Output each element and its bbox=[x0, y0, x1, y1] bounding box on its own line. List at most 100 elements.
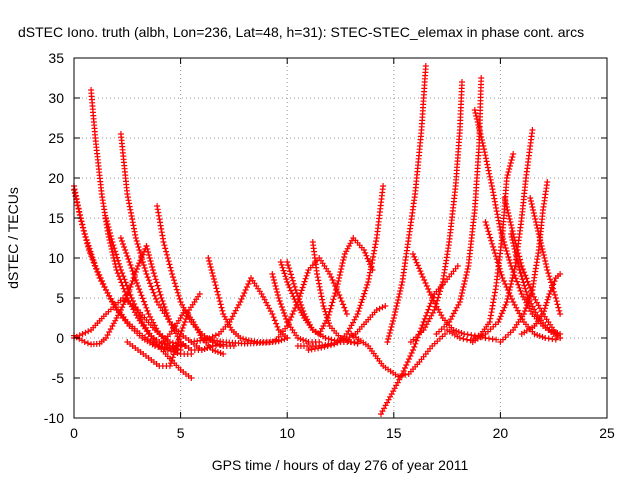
data-point bbox=[553, 329, 555, 331]
data-point bbox=[184, 309, 186, 311]
data-point bbox=[207, 257, 209, 259]
data-point bbox=[531, 129, 533, 131]
data-point bbox=[126, 341, 128, 343]
data-point bbox=[484, 333, 487, 335]
data-point bbox=[354, 333, 357, 335]
data-point bbox=[137, 317, 139, 319]
data-point bbox=[512, 153, 514, 155]
data-point bbox=[188, 309, 190, 311]
data-point bbox=[248, 339, 250, 341]
data-point bbox=[303, 317, 305, 319]
data-point bbox=[94, 265, 96, 267]
data-point bbox=[420, 129, 423, 131]
data-point bbox=[455, 185, 457, 187]
data-point bbox=[286, 325, 288, 327]
data-point bbox=[141, 321, 143, 323]
data-point bbox=[243, 343, 246, 345]
series-arc bbox=[433, 75, 485, 337]
series-arc bbox=[71, 295, 188, 349]
data-point bbox=[442, 281, 444, 283]
data-point bbox=[152, 269, 154, 271]
data-point bbox=[137, 265, 139, 267]
data-point bbox=[531, 289, 533, 291]
data-point bbox=[555, 339, 557, 341]
data-point bbox=[261, 293, 263, 295]
data-point bbox=[156, 301, 158, 303]
data-point bbox=[467, 265, 470, 267]
data-point bbox=[265, 342, 267, 344]
chart-title: dSTEC Iono. truth (albh, Lon=236, Lat=48… bbox=[18, 24, 584, 40]
data-point bbox=[120, 237, 122, 239]
data-point bbox=[180, 349, 182, 351]
data-point bbox=[98, 343, 101, 345]
data-point bbox=[559, 313, 561, 315]
data-point bbox=[135, 237, 137, 239]
data-point bbox=[275, 339, 278, 341]
data-point bbox=[469, 339, 472, 341]
series-arc bbox=[497, 179, 551, 345]
data-point bbox=[365, 321, 367, 323]
data-point bbox=[312, 241, 314, 243]
data-point bbox=[350, 333, 352, 335]
y-tick-label: 35 bbox=[48, 50, 64, 66]
data-point bbox=[546, 181, 548, 183]
data-point bbox=[559, 333, 561, 335]
data-point bbox=[222, 353, 224, 355]
data-point bbox=[211, 349, 214, 351]
x-axis-label: GPS time / hours of day 276 of year 2011 bbox=[212, 457, 469, 473]
data-point bbox=[559, 337, 561, 339]
data-point bbox=[367, 281, 369, 283]
data-point bbox=[169, 321, 171, 323]
data-point bbox=[145, 245, 148, 247]
data-point bbox=[555, 297, 557, 299]
data-point bbox=[214, 281, 216, 283]
data-point bbox=[192, 321, 194, 323]
data-point bbox=[120, 309, 122, 311]
x-tick-labels: 0 5 10 15 20 25 bbox=[70, 425, 615, 441]
data-point bbox=[521, 333, 523, 335]
data-point bbox=[271, 273, 273, 275]
data-point bbox=[137, 309, 139, 311]
series-markers bbox=[71, 183, 180, 353]
data-point bbox=[459, 129, 461, 131]
series-markers bbox=[117, 131, 216, 353]
data-point bbox=[120, 133, 122, 135]
series-markers bbox=[378, 263, 461, 417]
data-point bbox=[495, 339, 497, 341]
data-point bbox=[444, 333, 446, 335]
data-point bbox=[297, 345, 299, 347]
data-point bbox=[420, 273, 423, 275]
data-point bbox=[542, 313, 544, 315]
data-point bbox=[531, 313, 533, 315]
data-point bbox=[128, 325, 131, 327]
data-point bbox=[180, 317, 182, 319]
data-point bbox=[307, 349, 310, 351]
y-tick-label: 30 bbox=[48, 90, 64, 106]
data-point bbox=[512, 301, 514, 303]
data-point bbox=[154, 341, 156, 343]
data-point bbox=[412, 349, 414, 351]
data-point bbox=[190, 353, 192, 355]
data-point bbox=[367, 345, 369, 347]
data-point bbox=[484, 337, 487, 339]
data-point bbox=[448, 241, 450, 243]
data-point bbox=[229, 321, 231, 323]
data-point bbox=[425, 65, 427, 67]
data-point bbox=[316, 273, 318, 275]
data-point bbox=[90, 329, 92, 331]
data-point bbox=[435, 333, 438, 335]
series-arc bbox=[124, 291, 203, 369]
data-point bbox=[450, 273, 452, 275]
data-point bbox=[120, 269, 122, 271]
data-point bbox=[491, 185, 493, 187]
data-point bbox=[111, 325, 113, 327]
data-point bbox=[271, 313, 273, 315]
data-point bbox=[339, 297, 342, 299]
data-point bbox=[459, 337, 461, 339]
data-point bbox=[167, 349, 169, 351]
data-point bbox=[555, 277, 557, 279]
data-point bbox=[335, 289, 337, 291]
data-point bbox=[318, 257, 320, 259]
data-point bbox=[128, 261, 131, 263]
y-axis-label: dSTEC / TECUs bbox=[5, 187, 21, 289]
